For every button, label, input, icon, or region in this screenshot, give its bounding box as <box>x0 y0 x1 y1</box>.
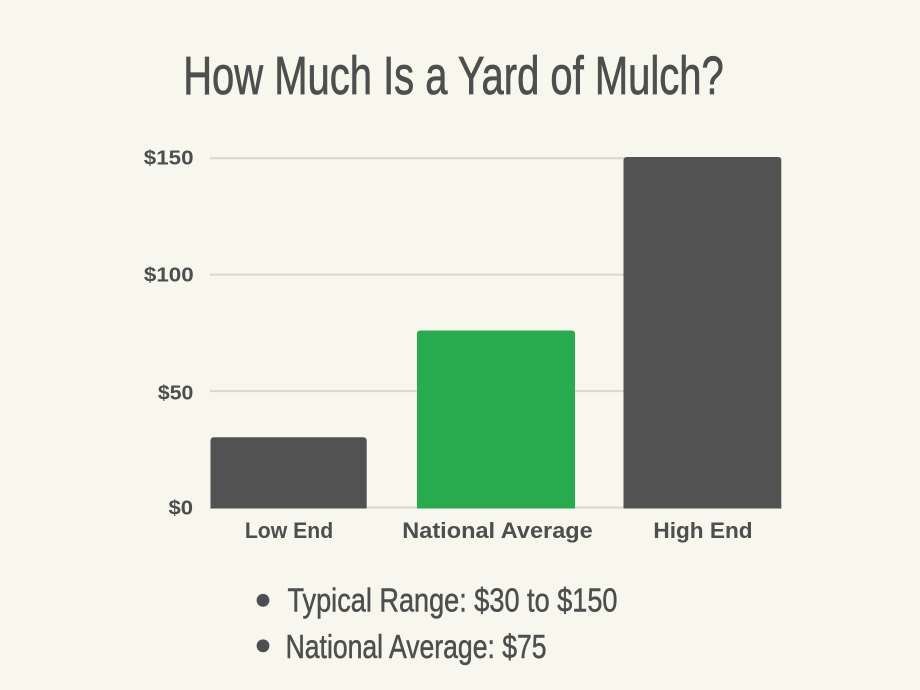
svg-text:National Average: $75: National Average: $75 <box>286 628 547 665</box>
svg-text:$150: $150 <box>144 148 194 170</box>
svg-text:Typical Range: $30 to $150: Typical Range: $30 to $150 <box>288 582 618 619</box>
svg-text:$100: $100 <box>144 264 194 286</box>
svg-text:$50: $50 <box>158 382 193 404</box>
svg-text:Low End: Low End <box>245 518 333 543</box>
svg-text:$0: $0 <box>169 497 194 519</box>
svg-text:High End: High End <box>653 518 752 543</box>
svg-text:National Average: National Average <box>402 518 593 543</box>
svg-text:How Much Is a Yard of Mulch?: How Much Is a Yard of Mulch? <box>183 46 724 106</box>
